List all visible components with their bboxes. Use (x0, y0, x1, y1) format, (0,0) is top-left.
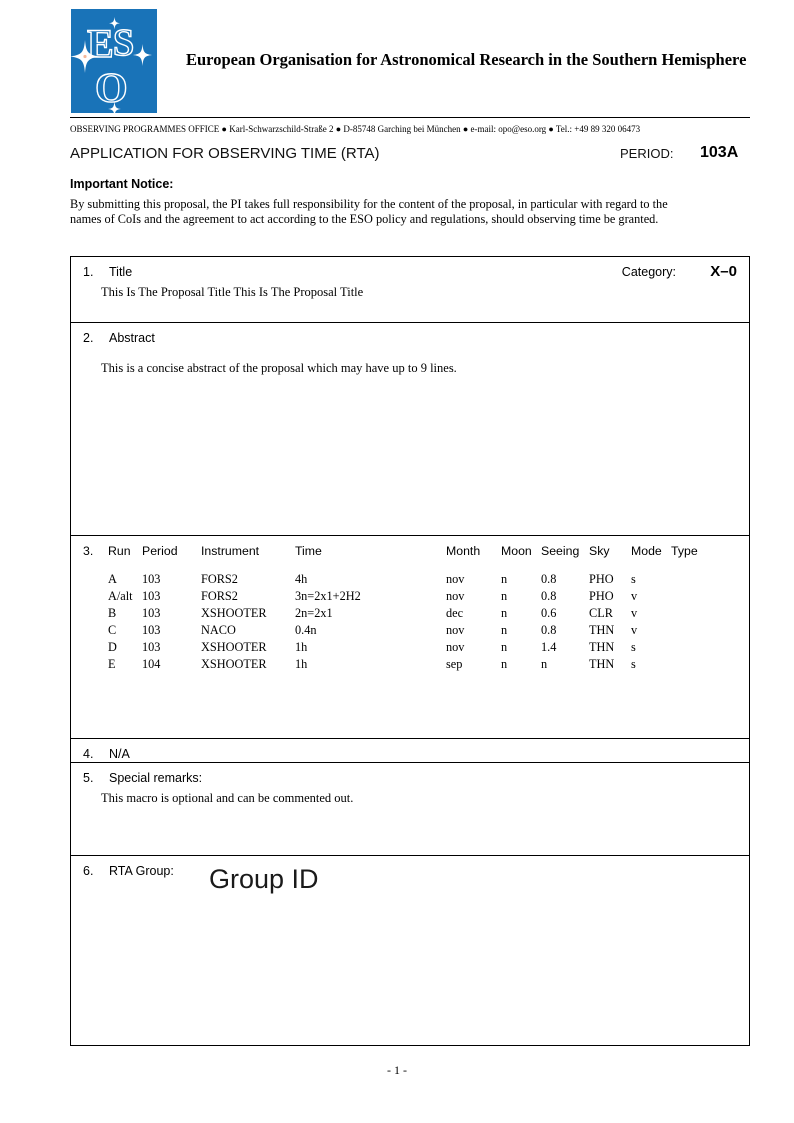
svg-text:E: E (87, 21, 114, 66)
svg-text:O: O (95, 66, 128, 112)
svg-text:S: S (113, 22, 134, 64)
